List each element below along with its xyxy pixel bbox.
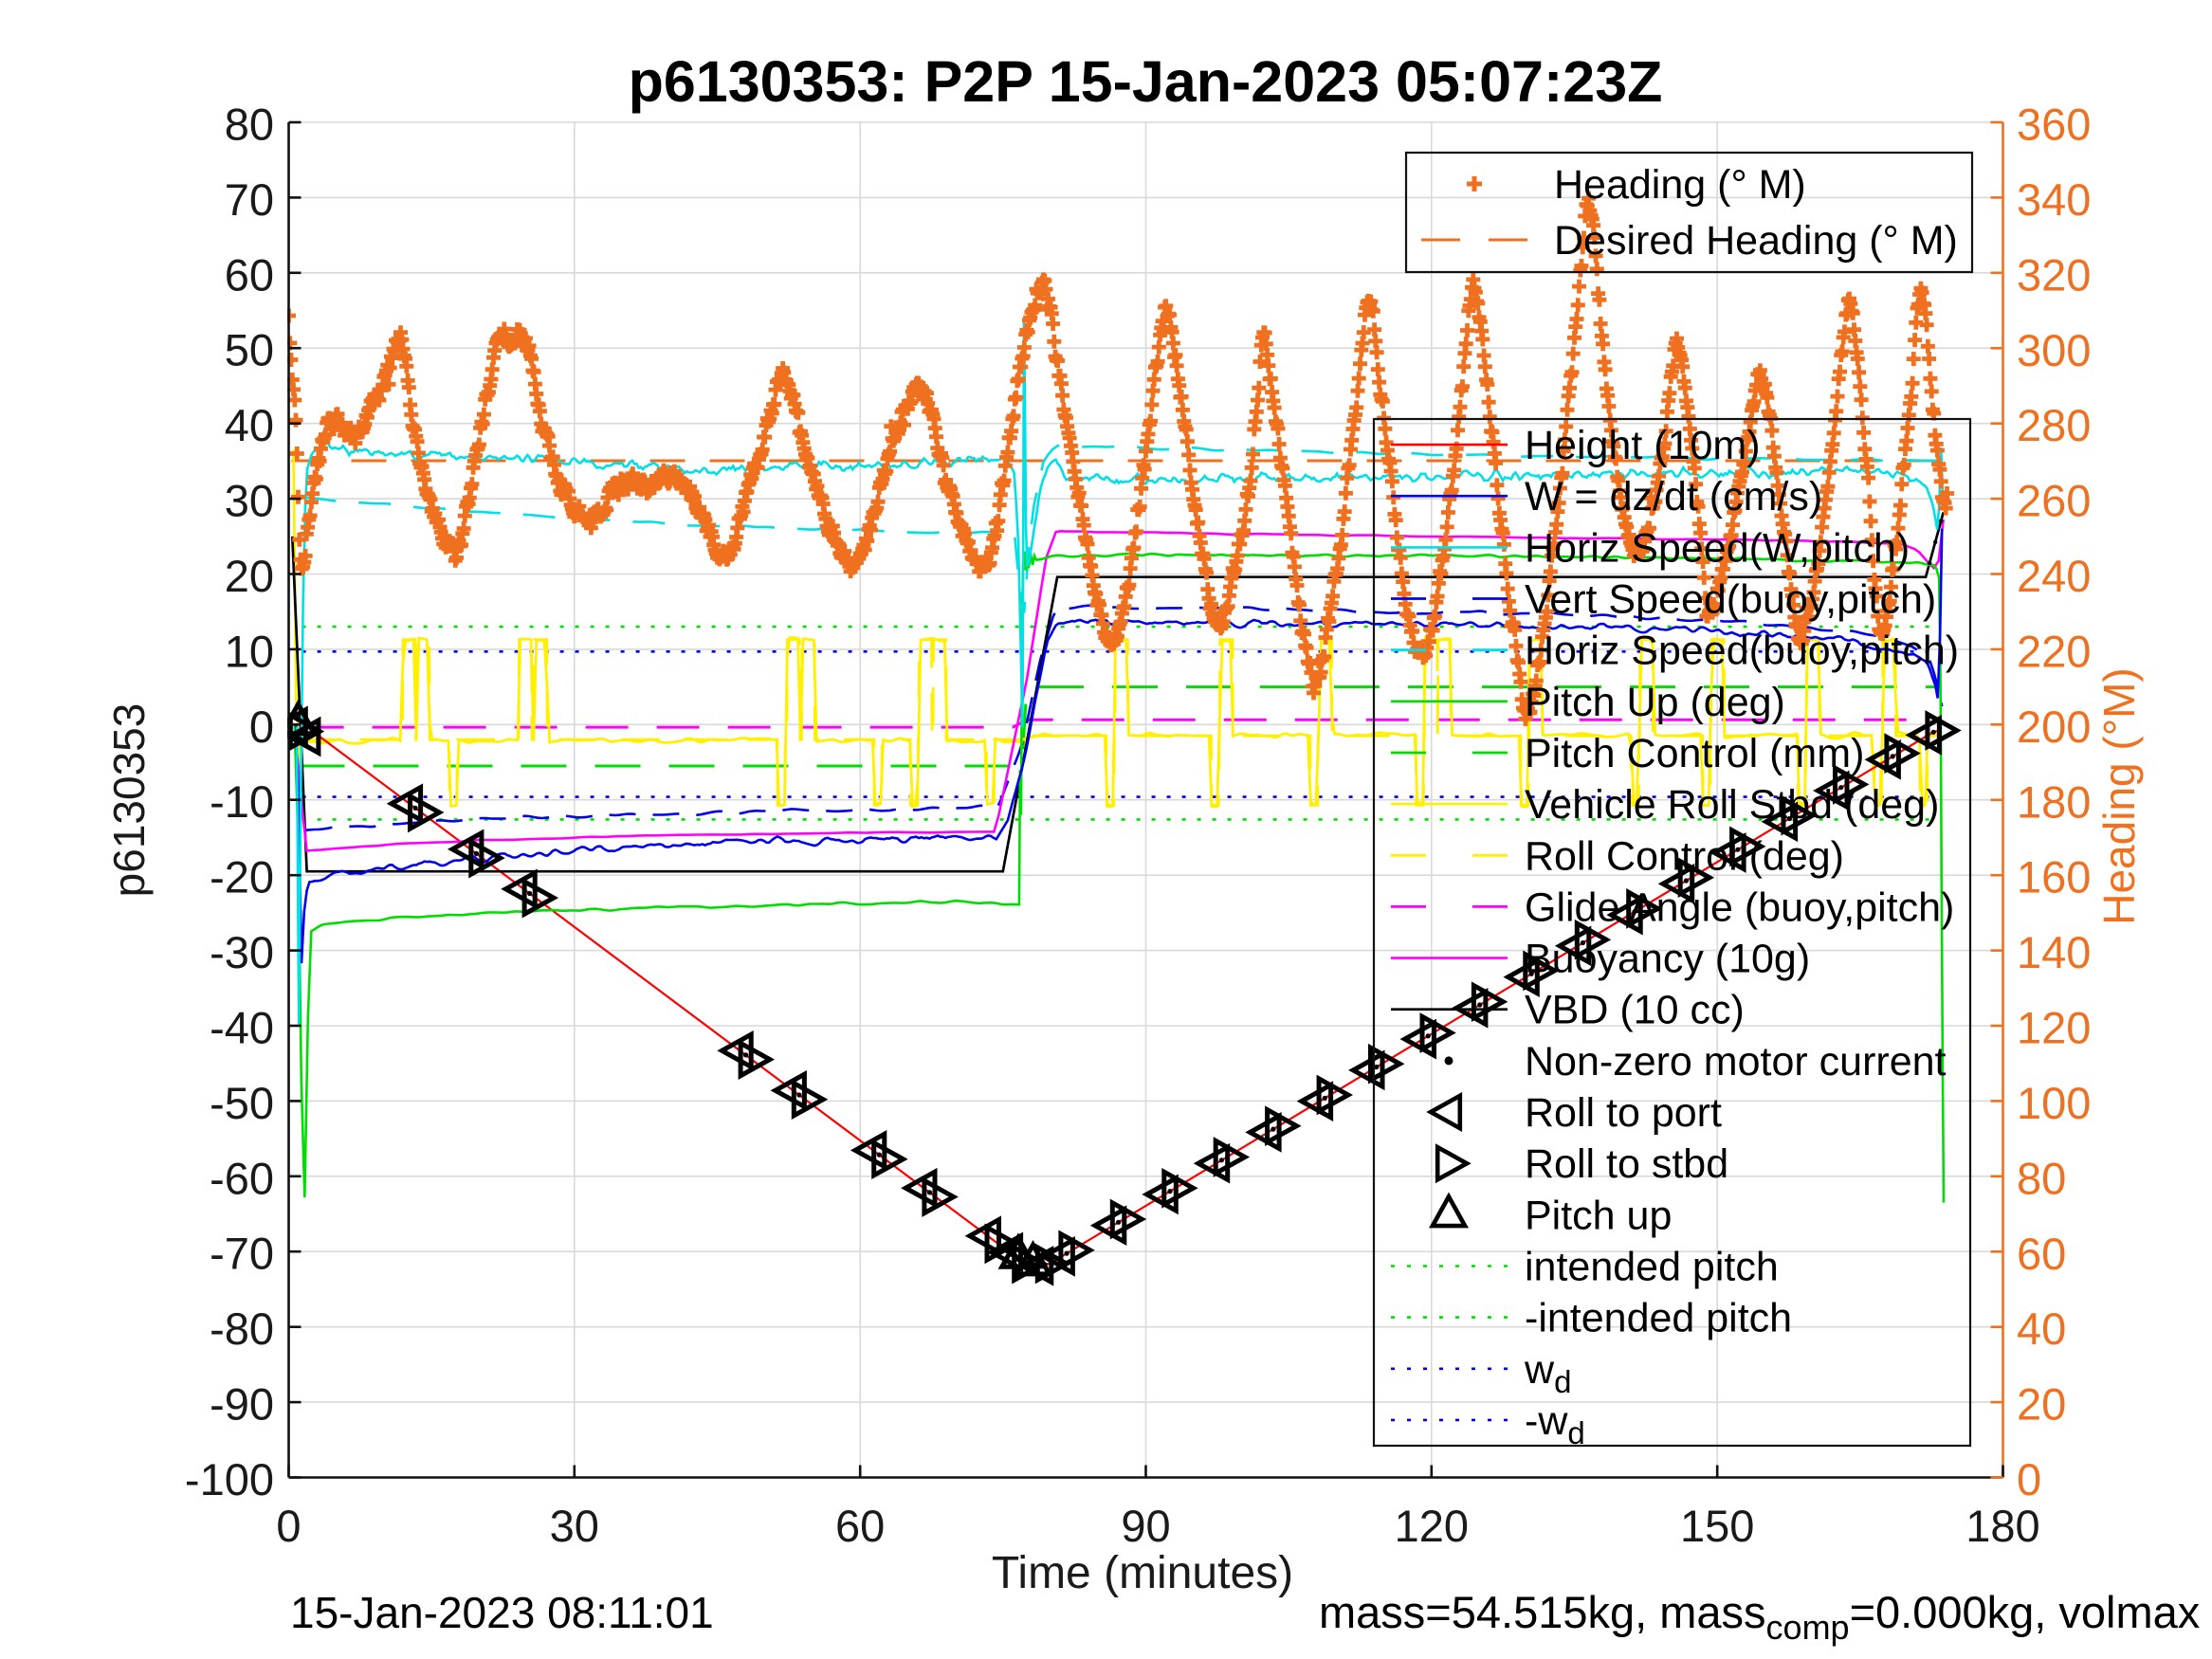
svg-text:180: 180 <box>1965 1501 2039 1551</box>
svg-text:Horiz Speed(W,pitch): Horiz Speed(W,pitch) <box>1525 525 1910 571</box>
svg-text:80: 80 <box>225 100 274 150</box>
svg-text:-80: -80 <box>210 1304 274 1354</box>
svg-text:-30: -30 <box>210 927 274 977</box>
svg-text:300: 300 <box>2017 325 2091 375</box>
svg-text:Glide Angle (buoy,pitch): Glide Angle (buoy,pitch) <box>1525 884 1954 930</box>
svg-text:20: 20 <box>2017 1379 2066 1430</box>
svg-text:70: 70 <box>225 174 274 225</box>
svg-text:40: 40 <box>2017 1304 2066 1354</box>
svg-text:30: 30 <box>225 476 274 526</box>
svg-text:Roll to stbd: Roll to stbd <box>1525 1141 1728 1187</box>
svg-text:360: 360 <box>2017 100 2091 150</box>
svg-text:-wd: -wd <box>1525 1398 1585 1450</box>
svg-text:80: 80 <box>2017 1153 2066 1203</box>
svg-text:260: 260 <box>2017 476 2091 526</box>
svg-text:60: 60 <box>2017 1229 2066 1279</box>
svg-text:p6130353: P2P 15-Jan-2023 05:0: p6130353: P2P 15-Jan-2023 05:07:23Z <box>629 49 1663 114</box>
svg-text:Roll Control (deg): Roll Control (deg) <box>1525 833 1844 879</box>
svg-text:0: 0 <box>2017 1454 2041 1504</box>
svg-text:320: 320 <box>2017 249 2091 300</box>
svg-text:Pitch up: Pitch up <box>1525 1193 1672 1238</box>
svg-text:Height (10m): Height (10m) <box>1525 423 1761 468</box>
svg-text:-50: -50 <box>210 1078 274 1128</box>
svg-text:Buoyancy (10g): Buoyancy (10g) <box>1525 937 1810 982</box>
svg-text:180: 180 <box>2017 776 2091 827</box>
svg-text:Time (minutes): Time (minutes) <box>992 1548 1293 1598</box>
svg-text:Vert Speed(buoy,pitch): Vert Speed(buoy,pitch) <box>1525 577 1936 623</box>
svg-text:Heading (°M): Heading (°M) <box>2094 667 2144 925</box>
svg-text:Pitch Control (mm): Pitch Control (mm) <box>1525 731 1864 776</box>
svg-text:90: 90 <box>1121 1501 1170 1551</box>
svg-text:120: 120 <box>1395 1501 1469 1551</box>
svg-text:-10: -10 <box>210 776 274 827</box>
svg-text:20: 20 <box>225 551 274 601</box>
svg-text:60: 60 <box>835 1501 885 1551</box>
svg-text:VBD (10 cc): VBD (10 cc) <box>1525 988 1745 1033</box>
svg-text:10: 10 <box>225 626 274 676</box>
svg-text:Pitch Up (deg): Pitch Up (deg) <box>1525 680 1785 725</box>
svg-text:-40: -40 <box>210 1003 274 1053</box>
svg-text:100: 100 <box>2017 1078 2091 1128</box>
svg-text:Non-zero motor current: Non-zero motor current <box>1525 1039 1947 1085</box>
svg-text:160: 160 <box>2017 852 2091 902</box>
svg-text:-60: -60 <box>210 1153 274 1203</box>
svg-text:-intended pitch: -intended pitch <box>1525 1296 1792 1341</box>
svg-text:150: 150 <box>1680 1501 1754 1551</box>
svg-text:Vehicle Roll Stbd (deg): Vehicle Roll Stbd (deg) <box>1525 782 1939 828</box>
svg-text:-100: -100 <box>185 1454 274 1504</box>
svg-text:Heading (° M): Heading (° M) <box>1554 162 1806 208</box>
svg-text:120: 120 <box>2017 1003 2091 1053</box>
svg-text:40: 40 <box>225 400 274 450</box>
svg-text:15-Jan-2023 08:11:01: 15-Jan-2023 08:11:01 <box>290 1588 714 1637</box>
svg-text:200: 200 <box>2017 702 2091 752</box>
svg-text:-90: -90 <box>210 1379 274 1430</box>
svg-text:-20: -20 <box>210 852 274 902</box>
svg-text:50: 50 <box>225 325 274 375</box>
svg-text:0: 0 <box>249 702 274 752</box>
svg-text:220: 220 <box>2017 626 2091 676</box>
svg-text:60: 60 <box>225 249 274 300</box>
svg-text:140: 140 <box>2017 927 2091 977</box>
svg-text:280: 280 <box>2017 400 2091 450</box>
svg-text:240: 240 <box>2017 551 2091 601</box>
svg-text:0: 0 <box>276 1501 301 1551</box>
svg-text:Horiz Speed(buoy,pitch): Horiz Speed(buoy,pitch) <box>1525 629 1959 674</box>
svg-text:340: 340 <box>2017 174 2091 225</box>
svg-text:-70: -70 <box>210 1229 274 1279</box>
svg-text:Desired Heading (° M): Desired Heading (° M) <box>1554 218 1958 264</box>
svg-text:W = dz/dt (cm/s): W = dz/dt (cm/s) <box>1525 474 1822 520</box>
svg-text:intended pitch: intended pitch <box>1525 1245 1779 1290</box>
svg-text:Roll to port: Roll to port <box>1525 1090 1722 1136</box>
svg-text:p6130353: p6130353 <box>104 703 154 898</box>
svg-text:30: 30 <box>550 1501 599 1551</box>
svg-text:mass=54.515kg, masscomp=0.000k: mass=54.515kg, masscomp=0.000kg, volmax <box>1319 1587 2200 1647</box>
